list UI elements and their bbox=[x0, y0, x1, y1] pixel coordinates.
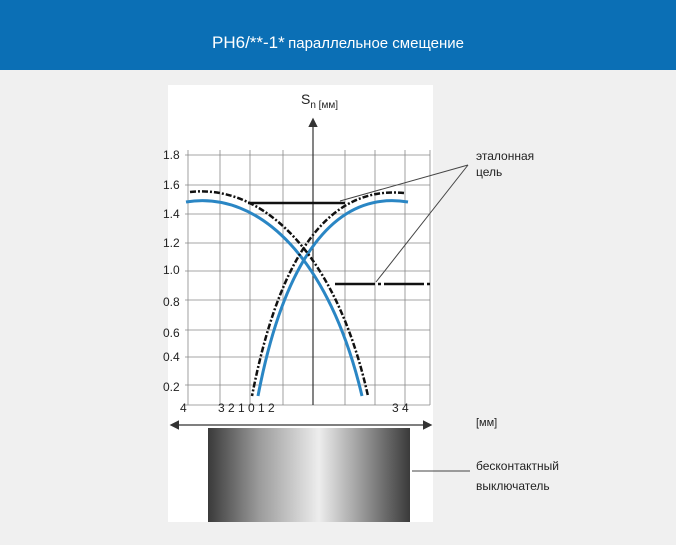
diagram: PH6/**-1* параллельное смещение Sn [мм] … bbox=[0, 0, 676, 540]
y-label: 1.2 bbox=[163, 236, 180, 250]
y-label: 1.4 bbox=[163, 207, 180, 221]
x-unit: [мм] bbox=[476, 417, 497, 429]
y-label: 0.6 bbox=[163, 326, 180, 340]
y-label: 1.0 bbox=[163, 263, 180, 277]
sensor bbox=[208, 428, 410, 522]
y-label: 0.8 bbox=[163, 295, 180, 309]
header-title: PH6/**-1* параллельное смещение bbox=[212, 33, 464, 52]
target-label: эталонная bbox=[476, 149, 534, 163]
sensor-label: бесконтактный bbox=[476, 459, 559, 473]
y-label: 0.4 bbox=[163, 350, 180, 364]
target-label: цель bbox=[476, 165, 502, 179]
page: PH6/**-1* параллельное смещение Sn [мм] … bbox=[0, 0, 676, 540]
x-label: 3 4 bbox=[392, 401, 409, 415]
y-label: 1.6 bbox=[163, 178, 180, 192]
x-label: 4 bbox=[180, 401, 187, 415]
sensor-label: выключатель bbox=[476, 479, 550, 493]
x-label: 3 2 1 0 1 2 bbox=[218, 401, 275, 415]
y-label: 1.8 bbox=[163, 148, 180, 162]
y-label: 0.2 bbox=[163, 380, 180, 394]
